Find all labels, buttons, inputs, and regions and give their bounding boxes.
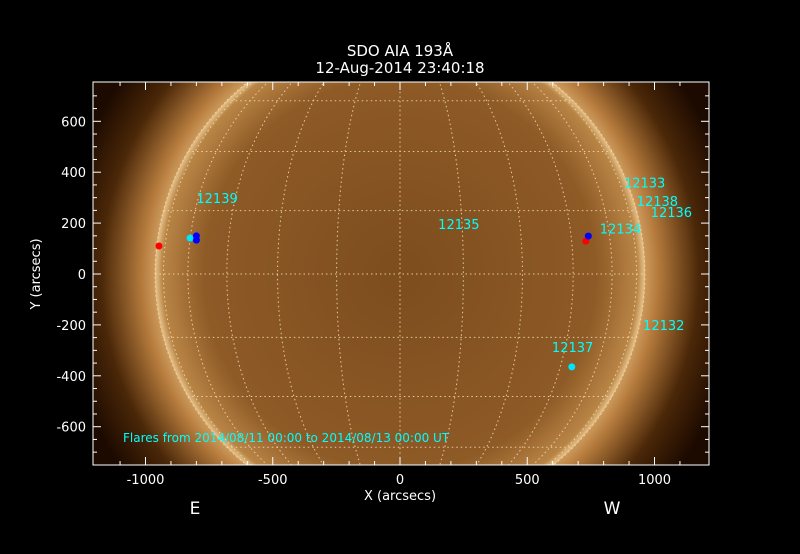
region-label: 12139 [196, 192, 237, 207]
flare-marker-blue [585, 233, 592, 240]
region-label: 12137 [552, 341, 593, 356]
flare-marker-cyan [568, 363, 575, 370]
region-label: 12133 [624, 176, 665, 191]
x-tick-label: 500 [515, 473, 540, 488]
region-label: 12136 [651, 206, 692, 221]
plot-subtitle: 12-Aug-2014 23:40:18 [315, 59, 484, 77]
region-label: 12132 [643, 319, 684, 334]
x-tick-label: -500 [258, 473, 288, 488]
flare-time-range-note: Flares from 2014/08/11 00:00 to 2014/08/… [123, 431, 450, 445]
y-tick-label: -600 [56, 421, 86, 436]
y-tick-label: 0 [78, 268, 86, 283]
y-tick-label: 400 [61, 166, 86, 181]
region-label: 12134 [600, 222, 641, 237]
y-axis-label: Y (arcsecs) [29, 238, 44, 310]
y-tick-label: 200 [61, 217, 86, 232]
y-tick-label: -200 [56, 319, 86, 334]
plot-title: SDO AIA 193Å [347, 41, 454, 60]
y-tick-label: -400 [56, 370, 86, 385]
flare-marker-cyan [187, 235, 194, 242]
y-tick-label: 600 [61, 115, 86, 130]
flare-marker-red [155, 243, 162, 250]
east-label: E [190, 499, 201, 519]
x-axis-label: X (arcsecs) [364, 489, 436, 504]
x-tick-label: -1000 [127, 473, 165, 488]
west-label: W [604, 499, 621, 519]
region-label: 12135 [438, 218, 479, 233]
x-tick-label: 1000 [638, 473, 671, 488]
flare-marker-blue [193, 237, 200, 244]
x-tick-label: 0 [396, 473, 404, 488]
